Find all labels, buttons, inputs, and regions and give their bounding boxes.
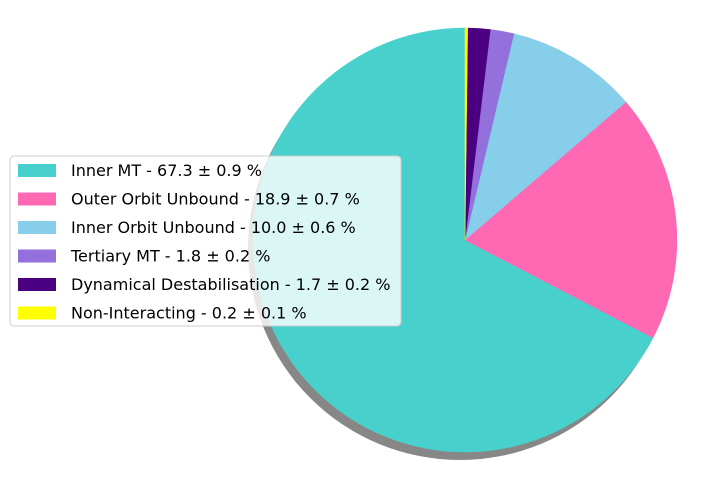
pie-slice-3 [464,33,627,241]
legend-label-4: Tertiary MT - 1.8 ± 0.2 % [70,247,270,266]
legend-swatch-1 [18,164,56,177]
legend-label-6: Non-Interacting - 0.2 ± 0.1 % [71,304,307,323]
legend-swatch-6 [18,306,56,320]
legend-label-5: Dynamical Destabilisation - 1.7 ± 0.2 % [71,275,390,294]
legend-label-1: Inner MT - 67.3 ± 0.9 % [71,161,262,180]
pie-slice-1 [252,27,654,453]
pie-slice-6 [464,27,468,241]
pie-slice-2 [464,101,678,339]
legend-swatch-5 [18,278,56,291]
pie-slices [252,27,678,453]
legend-swatch-3 [18,221,56,234]
legend-swatch-4 [18,249,56,263]
legend-swatch-2 [18,192,56,206]
legend: Inner MT - 67.3 ± 0.9 % Outer Orbit Unbou… [9,155,402,327]
legend-label-3: Inner Orbit Unbound - 10.0 ± 0.6 % [71,218,356,237]
legend-frame [9,155,402,327]
legend-label-2: Outer Orbit Unbound - 18.9 ± 0.7 % [71,190,360,209]
